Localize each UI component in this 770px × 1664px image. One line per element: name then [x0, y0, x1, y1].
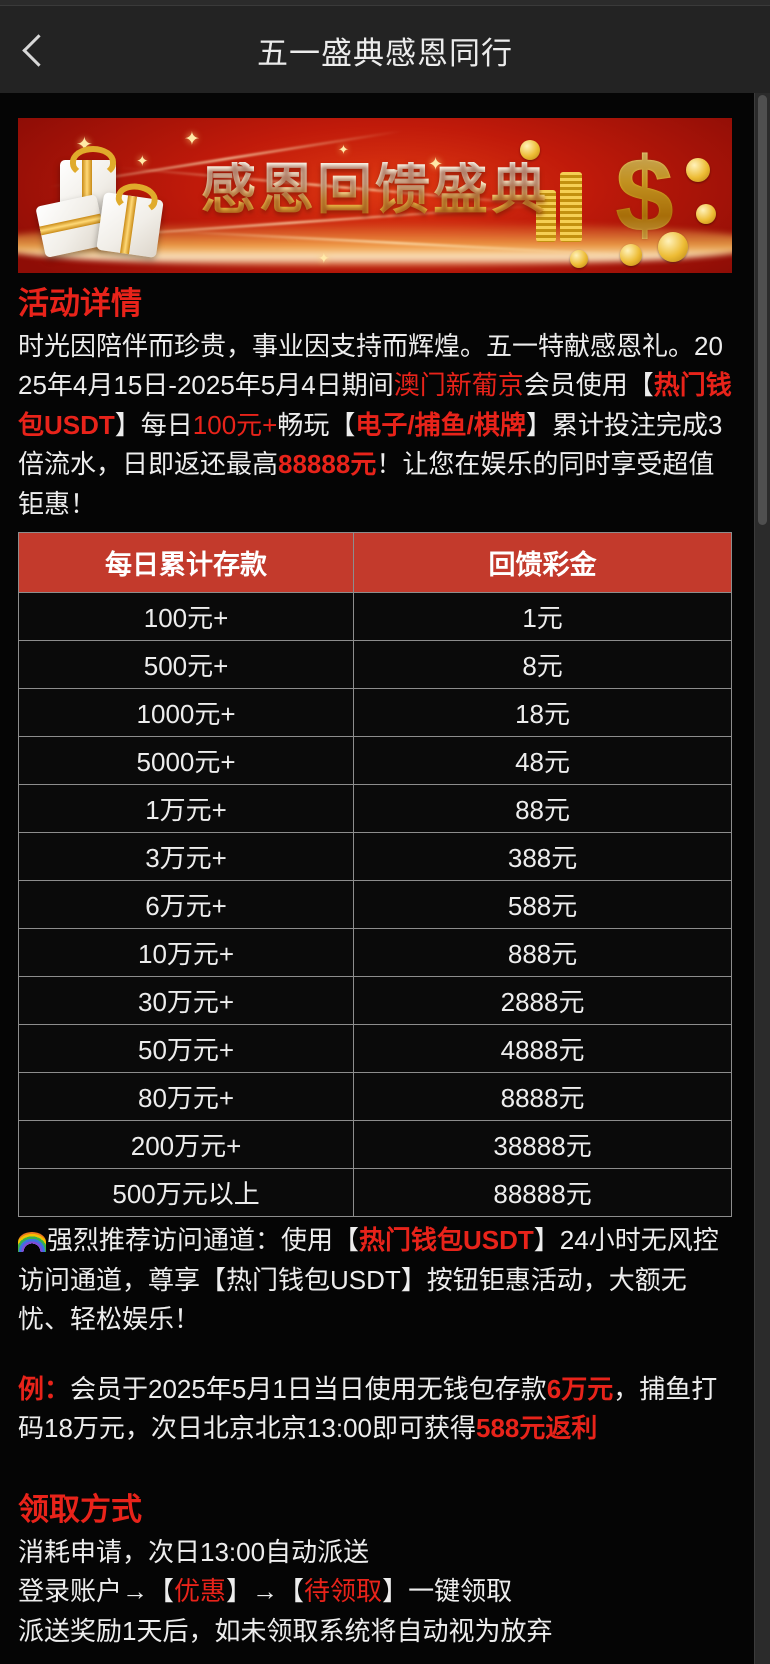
- promo-content: ✦ ✦ ✦ ✦ ✦ ✦ ✦ ✦ $: [0, 118, 750, 1664]
- tier-bonus-cell: 4888元: [353, 1024, 732, 1074]
- claim-tag-promotions: 优惠: [174, 1576, 227, 1607]
- tier-deposit-cell: 200万元+: [17, 1120, 355, 1170]
- table-row: 5000元+ 48元: [17, 736, 732, 786]
- back-button[interactable]: [0, 6, 70, 94]
- example-text-1: 会员于2025年5月1日当日使用无钱包存款: [70, 1373, 547, 1404]
- tier-deposit-cell: 100元+: [17, 592, 355, 642]
- claim-text-1: 登录账户→【: [18, 1576, 175, 1607]
- details-text-2: 会员使用【: [523, 370, 654, 401]
- claim-text-2: 】→【: [226, 1576, 305, 1607]
- sparkle-icon: ✦: [184, 129, 200, 150]
- details-text-1: 时光因陪伴而珍贵，事业因支持而辉煌。五一特献感恩礼。2025年4月15日-202…: [18, 330, 723, 401]
- chevron-left-icon: [21, 33, 55, 67]
- tier-bonus-cell: 388元: [353, 832, 732, 882]
- example-rebate: 588元返利: [475, 1413, 598, 1444]
- promo-banner: ✦ ✦ ✦ ✦ ✦ ✦ ✦ ✦ $: [18, 118, 732, 273]
- tier-deposit-cell: 1万元+: [17, 784, 355, 834]
- tier-bonus-cell: 88888元: [353, 1168, 732, 1218]
- details-text-4: 畅玩【: [277, 409, 356, 440]
- table-row: 500元+ 8元: [17, 640, 732, 690]
- tier-bonus-cell: 888元: [353, 928, 732, 978]
- table-row: 3万元+ 388元: [17, 832, 732, 882]
- tier-deposit-cell: 10万元+: [17, 928, 355, 978]
- recommend-highlight: 热门钱包USDT: [359, 1225, 534, 1256]
- wallet-highlight: 热门钱包USDT: [18, 370, 732, 440]
- table-header-row: 每日累计存款 回馈彩金: [17, 532, 732, 594]
- tier-bonus-cell: 88元: [353, 784, 732, 834]
- tier-bonus-cell: 588元: [353, 880, 732, 930]
- spacer: [18, 1340, 732, 1370]
- status-strip: [0, 0, 770, 6]
- example-amount: 6万元: [546, 1373, 614, 1404]
- claim-line-2: 登录账户→【优惠】→【待领取】一键领取: [18, 1572, 732, 1612]
- table-row: 1000元+ 18元: [17, 688, 732, 738]
- section-title-details: 活动详情: [18, 286, 142, 321]
- table-row: 30万元+ 2888元: [17, 976, 732, 1026]
- details-text-5: 】累计投注完成3倍流水，日即返还最高: [18, 409, 723, 480]
- gift-boxes-icon: [35, 138, 188, 263]
- details-text-6: ！让您在娱乐的同时享受超值钜惠！: [18, 449, 715, 519]
- sparkle-icon: ✦: [338, 142, 349, 157]
- brand-name: 澳门新葡京: [393, 370, 524, 401]
- claim-text-3: 】一键领取: [382, 1576, 513, 1607]
- tier-deposit-cell: 1000元+: [17, 688, 355, 738]
- tier-bonus-cell: 8元: [353, 640, 732, 690]
- spacer: [18, 1449, 732, 1479]
- scroll-container[interactable]: ✦ ✦ ✦ ✦ ✦ ✦ ✦ ✦ $: [0, 93, 770, 1664]
- max-amount-highlight: 88888元: [278, 449, 377, 480]
- table-row: 10万元+ 888元: [17, 928, 732, 978]
- games-highlight: 电子/捕鱼/棋牌: [355, 409, 526, 440]
- tier-bonus-cell: 48元: [353, 736, 732, 786]
- tier-deposit-cell: 500万元以上: [17, 1168, 355, 1218]
- tier-deposit-cell: 5000元+: [17, 736, 355, 786]
- claim-line-3: 派送奖励1天后，如未领取系统将自动视为放弃: [18, 1615, 553, 1646]
- table-row: 6万元+ 588元: [17, 880, 732, 930]
- spacer: [18, 1651, 732, 1664]
- tier-deposit-cell: 3万元+: [17, 832, 355, 882]
- sparkle-icon: ✦: [232, 162, 243, 176]
- tier-bonus-cell: 1元: [353, 592, 732, 642]
- tier-deposit-cell: 50万元+: [17, 1024, 355, 1074]
- dollar-and-coins-icon: $: [506, 128, 716, 273]
- claim-line-1: 消耗申请，次日13:00自动派送: [18, 1536, 370, 1567]
- table-row: 500万元以上 88888元: [17, 1168, 732, 1218]
- example-paragraph: 例：会员于2025年5月1日当日使用无钱包存款6万元，捕鱼打码18万元，次日北京…: [18, 1370, 732, 1449]
- tier-deposit-cell: 30万元+: [17, 976, 355, 1026]
- sparkle-icon: ✦: [428, 154, 444, 174]
- tier-bonus-cell: 2888元: [353, 976, 732, 1026]
- table-row: 80万元+ 8888元: [17, 1072, 732, 1122]
- recommend-text-1: 强烈推荐访问通道：使用【: [47, 1225, 360, 1256]
- min-amount-highlight: 100元+: [192, 409, 278, 440]
- tier-deposit-cell: 500元+: [17, 640, 355, 690]
- tier-bonus-cell: 8888元: [353, 1072, 732, 1122]
- sparkle-icon: ✦: [136, 153, 149, 170]
- app-header: 五一盛典感恩同行: [0, 6, 770, 95]
- table-body: 100元+ 1元 500元+ 8元 1000元+ 18元 5000元+ 48元 1万元+ 88元 3…: [17, 592, 732, 1218]
- sparkle-icon: ✦: [318, 250, 330, 266]
- tier-bonus-cell: 38888元: [353, 1120, 732, 1170]
- example-label: 例：: [18, 1373, 71, 1404]
- rainbow-icon: [18, 1232, 46, 1253]
- claim-tag-pending: 待领取: [304, 1576, 383, 1607]
- table-header-deposit: 每日累计存款: [17, 532, 355, 594]
- tier-table: 每日累计存款 回馈彩金 100元+ 1元 500元+ 8元 1000元+ 18元 5000元…: [17, 532, 732, 1218]
- table-row: 1万元+ 88元: [17, 784, 732, 834]
- page-title: 五一盛典感恩同行: [257, 35, 513, 71]
- scrollbar-track[interactable]: [754, 93, 770, 1664]
- table-header-bonus: 回馈彩金: [353, 532, 732, 594]
- tier-deposit-cell: 80万元+: [17, 1072, 355, 1122]
- details-paragraph: 时光因陪伴而珍贵，事业因支持而辉煌。五一特献感恩礼。2025年4月15日-202…: [18, 327, 732, 525]
- table-row: 50万元+ 4888元: [17, 1024, 732, 1074]
- example-text-2: ，捕鱼打码18万元，次日北京北京13:00即可获得: [18, 1373, 718, 1444]
- recommend-text-2: 】24小时无风控访问通道，尊享【热门钱包USDT】按钮钜惠活动，大额无忧、轻松娱…: [18, 1225, 719, 1335]
- recommend-paragraph: 强烈推荐访问通道：使用【热门钱包USDT】24小时无风控访问通道，尊享【热门钱包…: [18, 1221, 732, 1340]
- tier-deposit-cell: 6万元+: [17, 880, 355, 930]
- section-title-claim: 领取方式: [18, 1492, 142, 1527]
- details-text-3: 】每日: [114, 409, 193, 440]
- tier-bonus-cell: 18元: [353, 688, 732, 738]
- table-row: 200万元+ 38888元: [17, 1120, 732, 1170]
- scrollbar-thumb[interactable]: [758, 95, 767, 525]
- table-row: 100元+ 1元: [17, 592, 732, 642]
